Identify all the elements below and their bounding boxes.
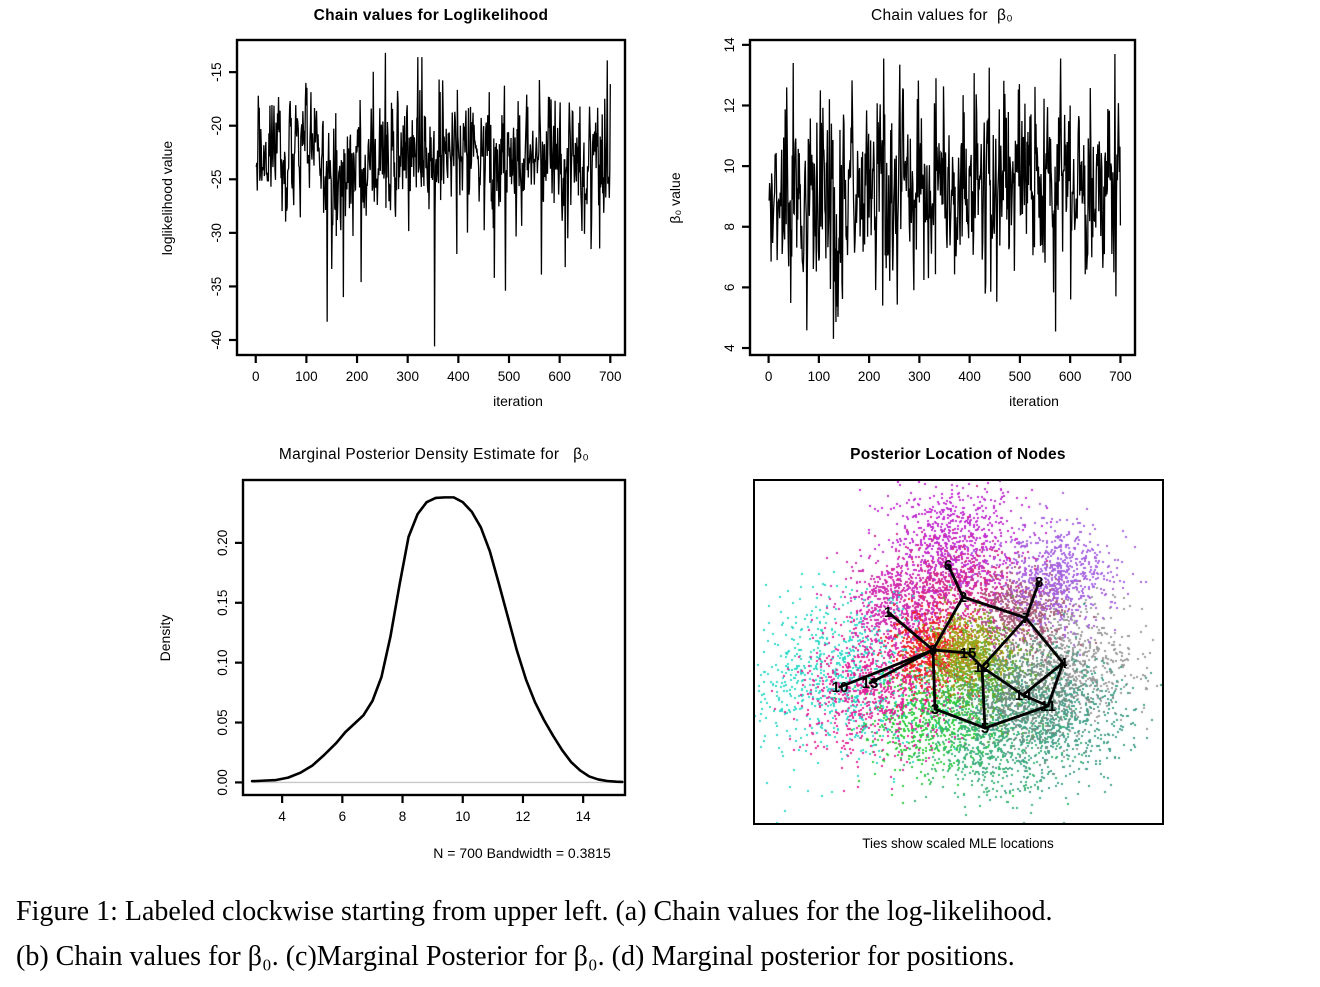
y-tick-label: -20 <box>209 116 224 136</box>
trace-line <box>255 52 611 347</box>
x-tick-label: 14 <box>576 809 592 824</box>
trace-line <box>768 53 1122 339</box>
x-tick-label: 200 <box>346 369 369 384</box>
y-tick-label: 14 <box>722 37 737 53</box>
panel-b-title: Chain values for β₀ <box>871 7 1013 24</box>
panel-d-subtitle: Ties show scaled MLE locations <box>862 836 1054 851</box>
x-tick-label: 400 <box>958 369 981 384</box>
x-axis-label: N = 700 Bandwidth = 0.3815 <box>433 845 611 861</box>
y-tick-label: -40 <box>209 330 224 350</box>
x-tick-label: 700 <box>599 369 622 384</box>
y-tick-label: 0.00 <box>215 769 230 795</box>
x-axis-label: iteration <box>1009 393 1059 409</box>
x-tick-label: 0 <box>765 369 773 384</box>
y-tick-label: 6 <box>722 284 737 292</box>
y-tick-label: 10 <box>722 159 737 174</box>
posterior-density-plot: 4 6 8 10 12 14 0.00 0.05 0.10 0.15 0.20 N = 700 Ban… <box>157 478 627 861</box>
x-tick-label: 6 <box>339 809 347 824</box>
plot-box <box>241 478 627 797</box>
x-tick-label: 400 <box>447 369 470 384</box>
y-tick-label: 12 <box>722 98 737 113</box>
panel-d-title: Posterior Location of Nodes <box>850 446 1066 463</box>
x-tick-label: 10 <box>455 809 470 824</box>
node-scatter-canvas <box>755 481 1162 823</box>
x-tick-label: 700 <box>1109 369 1132 384</box>
panel-a-title: Chain values for Loglikelihood <box>313 7 549 24</box>
x-tick-label: 600 <box>1059 369 1082 384</box>
x-tick-label: 500 <box>498 369 521 384</box>
y-tick-label: 0.05 <box>215 709 230 735</box>
x-tick-label: 500 <box>1009 369 1032 384</box>
y-axis-label: Density <box>157 615 173 662</box>
y-axis-label: loglikelihood value <box>159 141 175 256</box>
x-tick-label: 8 <box>399 809 407 824</box>
y-tick-label: -35 <box>209 277 224 297</box>
plot-box <box>235 38 627 357</box>
node-scatter-frame <box>753 479 1164 825</box>
y-tick-label: 0.20 <box>215 530 230 556</box>
chain-beta0-plot: 0 100 200 300 400 500 600 700 4 6 8 10 12 14 iteration… <box>667 37 1137 409</box>
x-tick-label: 0 <box>252 369 260 384</box>
density-curve <box>250 496 624 784</box>
plot-box <box>748 38 1137 357</box>
y-axis-label: β₀ value <box>667 172 683 223</box>
x-tick-label: 100 <box>808 369 831 384</box>
panel-c-title: Marginal Posterior Density Estimate for … <box>278 446 590 463</box>
x-tick-label: 4 <box>278 809 286 824</box>
figure-caption-line1: Figure 1: Labeled clockwise starting fro… <box>16 896 1053 927</box>
y-tick-label: -15 <box>209 62 224 82</box>
chain-loglikelihood-plot: 0 100 200 300 400 500 600 700 -40 -35 -30 -25 -20 -15… <box>159 38 627 409</box>
y-tick-label: -30 <box>209 223 224 243</box>
y-tick-label: 0.15 <box>215 590 230 616</box>
y-tick-label: 4 <box>722 344 737 352</box>
x-tick-label: 200 <box>858 369 881 384</box>
y-tick-label: 0.10 <box>215 650 230 676</box>
x-axis-label: iteration <box>493 393 543 409</box>
x-tick-label: 600 <box>548 369 571 384</box>
x-tick-label: 100 <box>295 369 318 384</box>
y-tick-label: -25 <box>209 170 224 190</box>
x-tick-label: 300 <box>908 369 931 384</box>
figure-caption-line2: (b) Chain values for β₀. (c)Marginal Pos… <box>16 941 1015 972</box>
x-tick-label: 300 <box>396 369 419 384</box>
y-tick-label: 8 <box>722 223 737 231</box>
x-tick-label: 12 <box>515 809 530 824</box>
